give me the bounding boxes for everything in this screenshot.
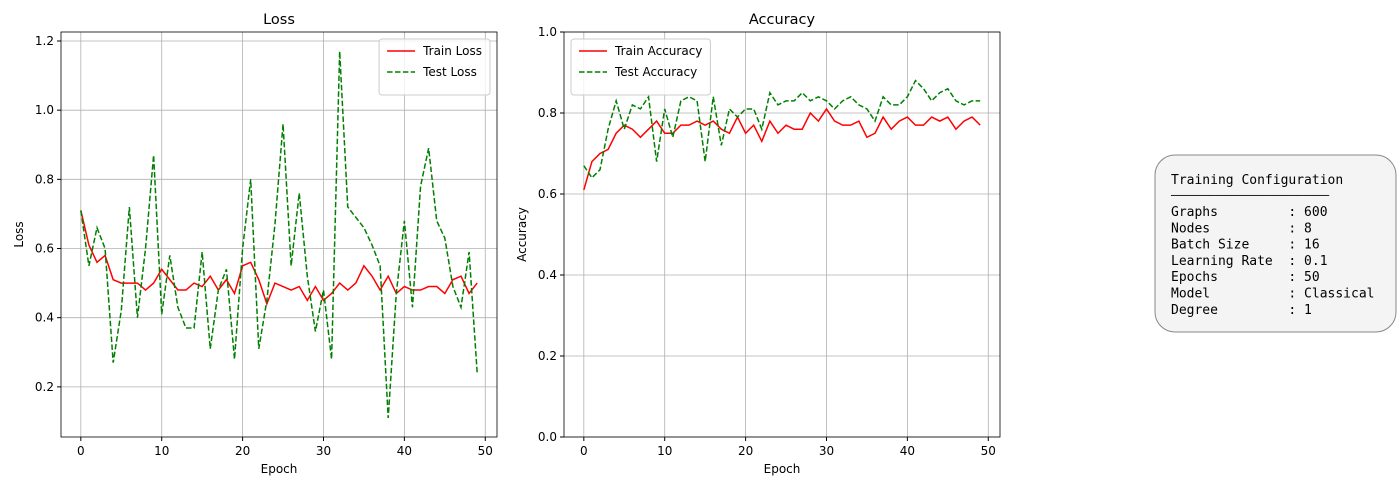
- config-line: Degree : 1: [1171, 303, 1312, 318]
- x-tick-label: 30: [316, 444, 331, 458]
- x-tick-label: 50: [478, 444, 493, 458]
- x-tick-label: 0: [580, 444, 588, 458]
- y-axis-label: Loss: [12, 221, 26, 247]
- y-tick-label: 0.2: [538, 349, 557, 363]
- series-line: [583, 107, 981, 191]
- y-tick-label: 0.4: [35, 311, 54, 325]
- y-axis-label: Accuracy: [515, 207, 529, 262]
- config-line: Graphs : 600: [1171, 205, 1328, 220]
- config-separator: ─────────────────────────: [1170, 190, 1330, 202]
- config-line: Epochs : 50: [1171, 270, 1320, 285]
- x-tick-label: 40: [900, 444, 915, 458]
- config-line: Nodes : 8: [1171, 221, 1312, 236]
- plot-frame: [60, 31, 498, 438]
- chart-title: Loss: [263, 12, 295, 28]
- config-box: [1154, 154, 1397, 333]
- x-tick-label: 10: [154, 444, 169, 458]
- x-tick-label: 30: [819, 444, 834, 458]
- config-line: Learning Rate : 0.1: [1171, 254, 1328, 269]
- y-tick-label: 1.0: [35, 103, 54, 117]
- x-axis-label: Epoch: [261, 462, 298, 476]
- config-line: Batch Size : 16: [1171, 238, 1320, 253]
- x-tick-label: 40: [397, 444, 412, 458]
- x-tick-label: 50: [981, 444, 996, 458]
- series-line: [80, 210, 478, 307]
- legend-label: Train Loss: [422, 44, 482, 58]
- legend-label: Test Loss: [422, 65, 477, 79]
- y-tick-label: 0.6: [35, 242, 54, 256]
- y-tick-label: 1.0: [538, 25, 557, 39]
- x-tick-label: 10: [657, 444, 672, 458]
- y-tick-label: 1.2: [35, 34, 54, 48]
- chart-title: Accuracy: [749, 12, 816, 28]
- series-line: [80, 51, 478, 419]
- x-axis-label: Epoch: [764, 462, 801, 476]
- config-line: Model : Classical: [1171, 287, 1375, 302]
- legend-box: [378, 38, 491, 96]
- y-tick-label: 0.4: [538, 268, 557, 282]
- y-tick-label: 0.2: [35, 380, 54, 394]
- config-title: Training Configuration: [1171, 173, 1343, 188]
- x-tick-label: 0: [77, 444, 85, 458]
- y-tick-label: 0.0: [538, 430, 557, 444]
- plot-frame: [563, 31, 1001, 438]
- x-tick-label: 20: [235, 444, 250, 458]
- y-tick-label: 0.8: [538, 106, 557, 120]
- series-line: [583, 79, 981, 179]
- y-tick-label: 0.6: [538, 187, 557, 201]
- legend-label: Test Accuracy: [614, 65, 697, 79]
- legend-label: Train Accuracy: [614, 44, 702, 58]
- y-tick-label: 0.8: [35, 172, 54, 186]
- x-tick-label: 20: [738, 444, 753, 458]
- legend-box: [570, 38, 711, 96]
